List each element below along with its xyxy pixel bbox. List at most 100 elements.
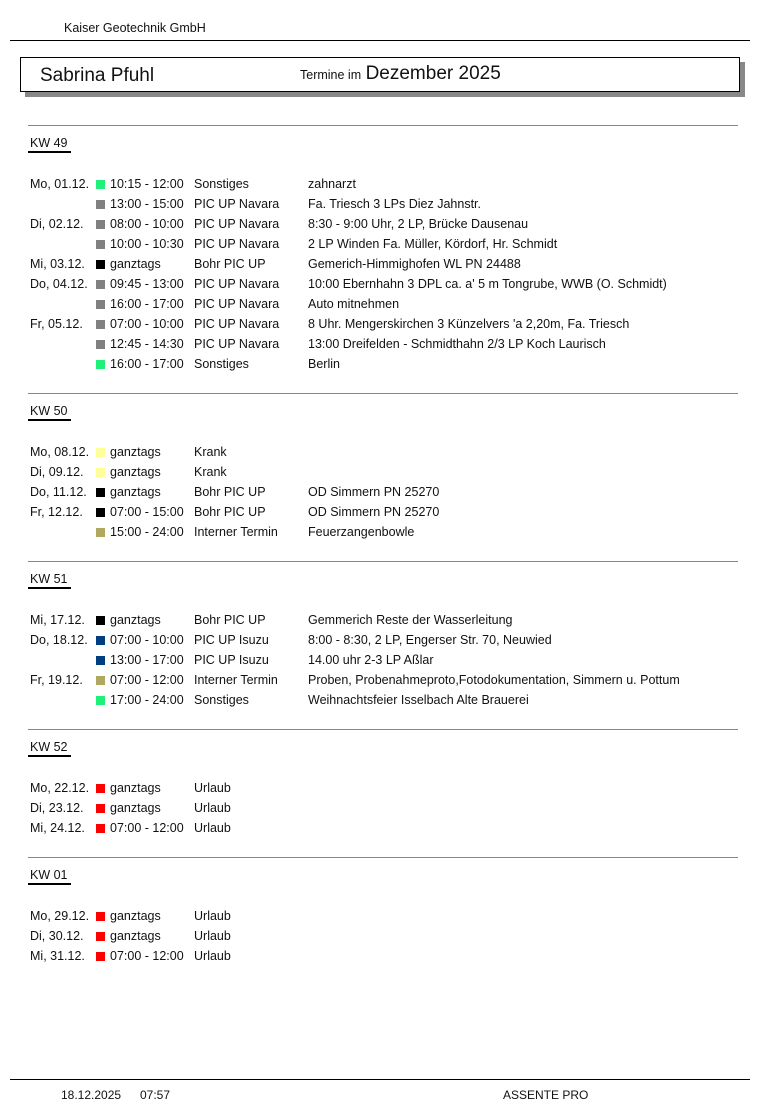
appointment-row: 16:00 - 17:00 Sonstiges Berlin [28,354,738,374]
appointment-description: OD Simmern PN 25270 [308,485,440,499]
appointment-day: Di, 23.12. [30,801,84,815]
appointment-day: Mi, 24.12. [30,821,85,835]
appointment-category: Interner Termin [194,525,278,539]
appointment-category: Sonstiges [194,693,249,707]
appointment-time: 07:00 - 12:00 [110,673,184,687]
appointment-time: 07:00 - 10:00 [110,317,184,331]
appointment-day: Mo, 08.12. [30,445,90,459]
appointment-row: 10:00 - 10:30 PIC UP Navara 2 LP Winden Fa… [28,234,738,254]
appointment-category: PIC UP Navara [194,337,280,351]
appointment-day: Mo, 01.12. [30,177,90,191]
appointment-time: ganztags [110,445,161,459]
footer-divider [10,1079,750,1080]
appointment-category: Bohr PIC UP [194,505,266,519]
appointment-row: 13:00 - 15:00 PIC UP Navara Fa. Triesch 3 … [28,194,738,214]
week-label: KW 01 [28,867,71,885]
appointment-category: Urlaub [194,821,231,835]
appointment-description: Feuerzangenbowle [308,525,415,539]
appointment-time: ganztags [110,929,161,943]
appointment-category: PIC UP Isuzu [194,653,269,667]
appointment-row: Mi, 17.12. ganztags Bohr PIC UP Gemmerich R… [28,610,738,630]
category-color-swatch [96,696,105,705]
category-color-swatch [96,220,105,229]
category-color-swatch [96,260,105,269]
appointment-category: PIC UP Navara [194,277,280,291]
appointment-category: PIC UP Navara [194,317,280,331]
appointment-time: 13:00 - 15:00 [110,197,184,211]
appointment-row: 17:00 - 24:00 Sonstiges Weihnachtsfeier Is… [28,690,738,710]
appointment-row: 13:00 - 17:00 PIC UP Isuzu 14.00 uhr 2-3 L… [28,650,738,670]
appointment-description: 8:00 - 8:30, 2 LP, Engerser Str. 70, Neu… [308,633,552,647]
appointment-row: Di, 30.12. ganztags Urlaub [28,926,738,946]
appointment-row: 15:00 - 24:00 Interner Termin Feuerzangenb… [28,522,738,542]
category-color-swatch [96,528,105,537]
appointment-description: 8:30 - 9:00 Uhr, 2 LP, Brücke Dausenau [308,217,529,231]
appointment-category: Krank [194,445,227,459]
appointment-category: PIC UP Isuzu [194,633,269,647]
appointment-time: 10:00 - 10:30 [110,237,184,251]
appointment-day: Do, 04.12. [30,277,88,291]
category-color-swatch [96,240,105,249]
category-color-swatch [96,636,105,645]
company-name: Kaiser Geotechnik GmbH [64,21,206,35]
week-label: KW 51 [28,571,71,589]
appointment-day: Di, 09.12. [30,465,84,479]
appointment-category: Sonstiges [194,357,249,371]
appointment-day: Fr, 19.12. [30,673,83,687]
appointment-description: 2 LP Winden Fa. Müller, Kördorf, Hr. Sch… [308,237,558,251]
app-name: ASSENTE PRO [503,1088,589,1102]
appointment-time: 16:00 - 17:00 [110,357,184,371]
title-box: Sabrina Pfuhl Termine im Dezember 2025 [20,57,740,92]
appointment-row: 12:45 - 14:30 PIC UP Navara 13:00 Dreifeld… [28,334,738,354]
appointment-description: Gemmerich Reste der Wasserleitung [308,613,513,627]
category-color-swatch [96,616,105,625]
person-name: Sabrina Pfuhl [40,65,155,86]
appointment-row: Fr, 12.12. 07:00 - 15:00 Bohr PIC UP OD Sim… [28,502,738,522]
week-section: KW 51 Mi, 17.12. ganztags Bohr PIC UP Gemmer… [28,561,738,729]
appointment-time: ganztags [110,485,161,499]
appointment-time: 10:15 - 12:00 [110,177,184,191]
category-color-swatch [96,200,105,209]
category-color-swatch [96,656,105,665]
week-section: KW 52 Mo, 22.12. ganztags Urlaub Di, 23.12. g… [28,729,738,857]
appointment-day: Mo, 22.12. [30,781,90,795]
appointment-category: Urlaub [194,929,231,943]
appointment-time: 17:00 - 24:00 [110,693,184,707]
appointment-category: Bohr PIC UP [194,485,266,499]
category-color-swatch [96,784,105,793]
category-color-swatch [96,280,105,289]
appointment-day: Mi, 03.12. [30,257,85,271]
appointment-row: Do, 04.12. 09:45 - 13:00 PIC UP Navara 10:0… [28,274,738,294]
appointment-time: ganztags [110,613,161,627]
appointment-description: 13:00 Dreifelden - Schmidthahn 2/3 LP Ko… [308,337,606,351]
appointment-description: Berlin [308,357,340,371]
appointment-day: Di, 02.12. [30,217,84,231]
category-color-swatch [96,824,105,833]
week-section: KW 49 Mo, 01.12. 10:15 - 12:00 Sonstiges zah… [28,125,738,393]
appointment-day: Mi, 31.12. [30,949,85,963]
appointment-category: PIC UP Navara [194,237,280,251]
month-label: Dezember 2025 [365,63,501,84]
appointment-category: PIC UP Navara [194,297,280,311]
appointment-row: Mi, 31.12. 07:00 - 12:00 Urlaub [28,946,738,966]
category-color-swatch [96,180,105,189]
appointment-time: 07:00 - 15:00 [110,505,184,519]
week-label: KW 49 [28,135,71,153]
appointment-time: ganztags [110,257,161,271]
period-title: Termine im Dezember 2025 [300,63,501,85]
appointment-time: 07:00 - 10:00 [110,633,184,647]
appointment-row: Mo, 08.12. ganztags Krank [28,442,738,462]
appointment-day: Di, 30.12. [30,929,84,943]
category-color-swatch [96,448,105,457]
appointment-row: Mi, 24.12. 07:00 - 12:00 Urlaub [28,818,738,838]
category-color-swatch [96,488,105,497]
appointment-description: zahnarzt [308,177,356,191]
header-divider [10,40,750,41]
appointment-time: ganztags [110,781,161,795]
appointment-time: 09:45 - 13:00 [110,277,184,291]
appointment-row: Mo, 29.12. ganztags Urlaub [28,906,738,926]
week-section: KW 01 Mo, 29.12. ganztags Urlaub Di, 30.12. g… [28,857,738,985]
category-color-swatch [96,508,105,517]
appointment-category: Urlaub [194,909,231,923]
appointment-row: Di, 23.12. ganztags Urlaub [28,798,738,818]
